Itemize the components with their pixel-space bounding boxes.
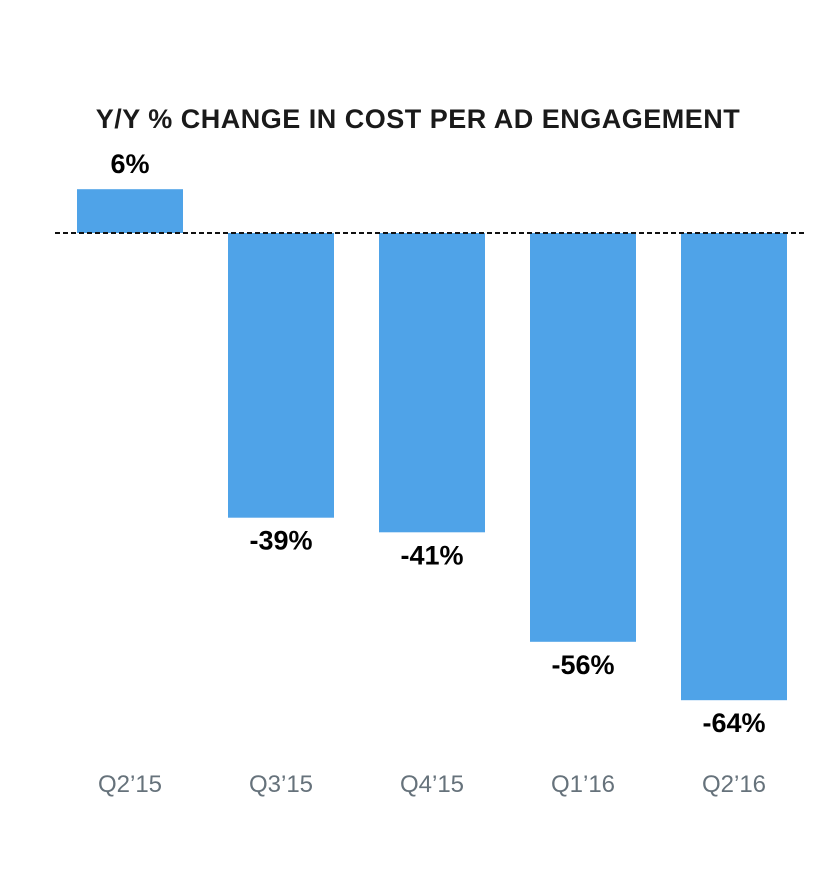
x-tick-label: Q1’16 xyxy=(551,771,615,798)
x-tick-label: Q4’15 xyxy=(400,771,464,798)
x-tick-label: Q2’15 xyxy=(98,771,162,798)
x-axis-tick-labels: Q2’15 Q3’15 Q4’15 Q1’16 Q2’16 xyxy=(98,771,766,798)
data-label: -64% xyxy=(702,708,765,738)
bar xyxy=(77,189,183,233)
data-label: -39% xyxy=(249,526,312,556)
bar xyxy=(379,233,485,533)
bar xyxy=(530,233,636,642)
bar xyxy=(681,233,787,701)
data-labels-layer: 6% -39% -41% -56% -64% xyxy=(110,149,765,738)
data-label: 6% xyxy=(110,149,149,179)
x-tick-label: Q2’16 xyxy=(702,771,766,798)
x-tick-label: Q3’15 xyxy=(249,771,313,798)
data-label: -56% xyxy=(551,650,614,680)
bars-layer xyxy=(77,189,787,701)
bar xyxy=(228,233,334,518)
data-label: -41% xyxy=(400,540,463,570)
chart-title: Y/Y % CHANGE IN COST PER AD ENGAGEMENT xyxy=(96,104,741,134)
